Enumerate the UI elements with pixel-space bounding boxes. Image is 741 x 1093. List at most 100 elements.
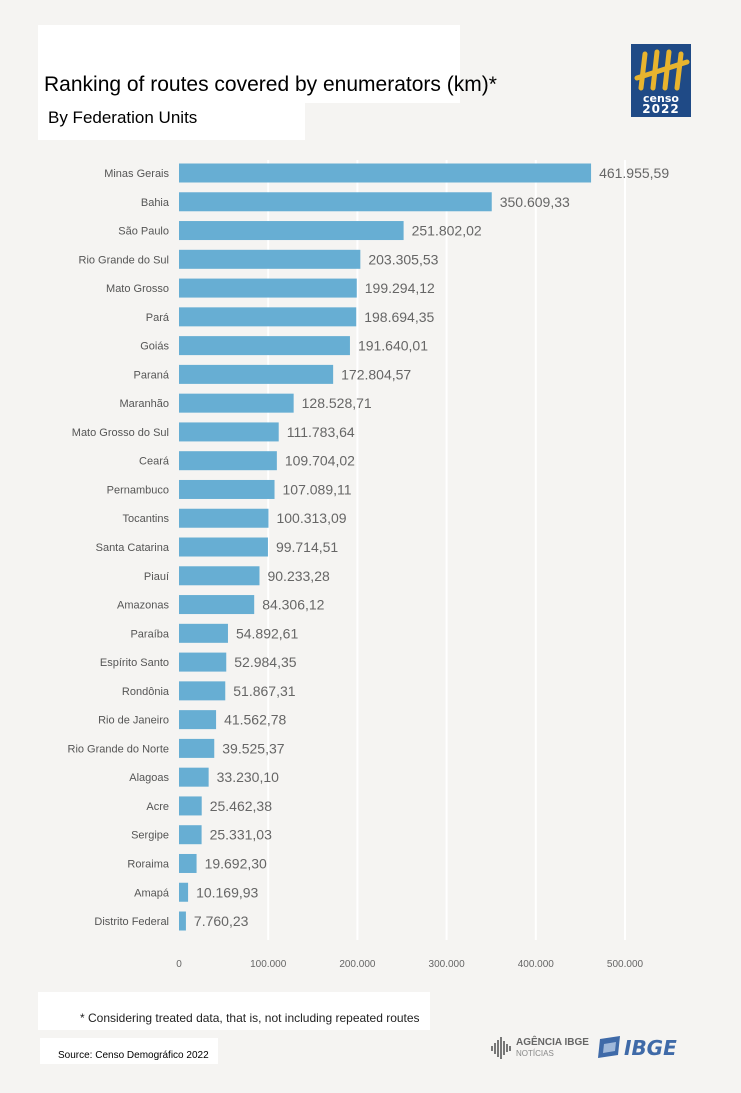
category-label: Goiás: [140, 341, 169, 353]
ibge-emblem-icon: [598, 1036, 620, 1058]
censo-2022-logo: censo 2022: [631, 44, 691, 117]
bar: [179, 710, 217, 730]
x-tick-label: 200.000: [339, 959, 376, 970]
x-tick-label: 500.000: [607, 959, 644, 970]
ibge-wordmark: IBGE: [624, 1036, 677, 1060]
logo-word-censo: censo: [643, 92, 679, 105]
category-label: Acre: [146, 801, 169, 813]
category-label: São Paulo: [118, 226, 169, 238]
category-label: Pará: [146, 312, 170, 324]
bar: [179, 278, 357, 298]
value-label: 39.525,37: [222, 740, 284, 756]
bar: [179, 738, 215, 758]
bar: [179, 595, 255, 615]
bar: [179, 163, 592, 183]
bar: [179, 537, 268, 557]
category-label: Espírito Santo: [100, 657, 169, 669]
value-label: 251.802,02: [412, 223, 482, 239]
category-label: Minas Gerais: [104, 168, 169, 180]
category-label: Tocantins: [123, 513, 170, 525]
logo-word-year: 2022: [642, 102, 680, 116]
category-label: Rio Grande do Sul: [79, 254, 170, 266]
category-label: Roraima: [127, 858, 169, 870]
label-layer: Minas Gerais 461.955,59 Bahia 350.609,33 São…: [68, 165, 670, 929]
value-label: 199.294,12: [365, 280, 435, 296]
category-label: Paraná: [134, 369, 170, 381]
bar: [179, 508, 269, 528]
footnote-panel: [38, 992, 430, 1030]
category-label: Distrito Federal: [94, 916, 169, 928]
value-label: 41.562,78: [224, 712, 286, 728]
category-label: Amazonas: [117, 600, 169, 612]
value-label: 128.528,71: [302, 395, 372, 411]
value-label: 25.331,03: [210, 827, 272, 843]
value-label: 461.955,59: [599, 165, 669, 181]
bar: [179, 911, 186, 931]
bar: [179, 825, 202, 845]
value-label: 111.783,64: [287, 424, 355, 440]
value-label: 54.892,61: [236, 625, 298, 641]
bar: [179, 853, 197, 873]
value-label: 52.984,35: [234, 654, 296, 670]
value-label: 19.692,30: [205, 855, 267, 871]
category-label: Santa Catarina: [96, 542, 170, 554]
tally-marks-icon: [634, 49, 690, 91]
bar: [179, 681, 226, 701]
category-label: Paraíba: [130, 628, 169, 640]
value-label: 203.305,53: [368, 251, 438, 267]
subtitle-panel: [38, 100, 305, 140]
value-label: 172.804,57: [341, 366, 411, 382]
bar: [179, 566, 260, 586]
agencia-signal-icon: [491, 1037, 511, 1059]
value-label: 10.169,93: [196, 884, 258, 900]
value-label: 99.714,51: [276, 539, 338, 555]
value-label: 191.640,01: [358, 338, 428, 354]
value-label: 107.089,11: [283, 481, 352, 497]
x-tick-label: 300.000: [429, 959, 466, 970]
x-tick-label: 100.000: [250, 959, 287, 970]
value-label: 33.230,10: [217, 769, 279, 785]
x-tick-label: 400.000: [518, 959, 555, 970]
category-label: Rio Grande do Norte: [68, 743, 170, 755]
title-panel: [38, 25, 460, 103]
category-label: Rio de Janeiro: [98, 715, 169, 727]
category-label: Maranhão: [119, 398, 169, 410]
bar: [179, 393, 294, 413]
bar: [179, 882, 189, 902]
chart-title: Ranking of routes covered by enumerators…: [44, 73, 497, 96]
source-panel: [40, 1038, 218, 1064]
agencia-name: AGÊNCIA IBGE: [516, 1037, 589, 1048]
bar: [179, 192, 492, 212]
value-label: 90.233,28: [267, 568, 329, 584]
category-label: Ceará: [139, 456, 170, 468]
bar: [179, 221, 404, 241]
bar: [179, 652, 227, 672]
value-label: 25.462,38: [210, 798, 272, 814]
source-note: Source: Censo Demográfico 2022: [58, 1050, 209, 1061]
agencia-subtitle: NOTÍCIAS: [516, 1049, 554, 1058]
chart-subtitle: By Federation Units: [48, 108, 198, 127]
x-tick-label: 0: [176, 959, 182, 970]
agencia-ibge-logo: AGÊNCIA IBGE NOTÍCIAS: [490, 1035, 590, 1061]
category-label: Amapá: [134, 887, 170, 899]
category-label: Mato Grosso: [106, 283, 169, 295]
category-label: Rondônia: [122, 686, 170, 698]
bar-layer: [179, 163, 592, 931]
value-label: 109.704,02: [285, 453, 355, 469]
bar: [179, 307, 357, 327]
bar: [179, 336, 350, 356]
category-label: Bahia: [141, 197, 170, 209]
category-label: Pernambuco: [107, 484, 169, 496]
bar: [179, 249, 361, 269]
footnote: * Considering treated data, that is, not…: [80, 1011, 420, 1025]
category-label: Piauí: [144, 571, 169, 583]
grid-layer: [267, 160, 626, 940]
bar: [179, 767, 209, 787]
bar: [179, 796, 202, 816]
bar: [179, 451, 277, 471]
bar-chart: Minas Gerais 461.955,59 Bahia 350.609,33 São…: [68, 160, 670, 970]
bar: [179, 623, 228, 643]
value-label: 51.867,31: [233, 683, 295, 699]
value-label: 100.313,09: [276, 510, 346, 526]
ibge-logo: IBGE: [596, 1036, 692, 1060]
